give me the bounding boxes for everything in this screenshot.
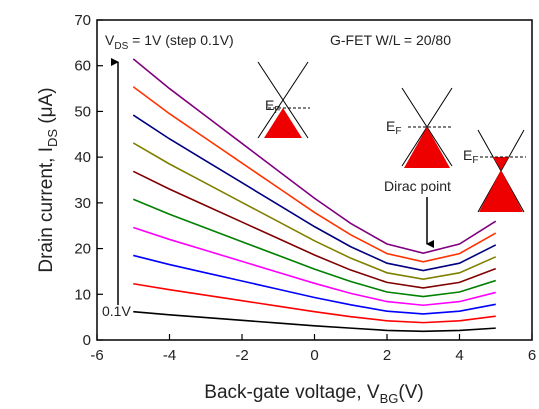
x-tick-label: 6 xyxy=(528,347,536,364)
x-tick-label: 0 xyxy=(310,347,318,364)
band-diagram-2 xyxy=(401,87,453,168)
x-tick-label: 4 xyxy=(455,347,463,364)
line-series xyxy=(133,254,496,315)
y-axis-label: Drain current, IDS (μA) xyxy=(36,87,60,272)
fermi-label: EF xyxy=(386,118,401,137)
y-tick-label: 40 xyxy=(74,149,91,166)
line-series xyxy=(132,114,497,272)
y-tick-label: 20 xyxy=(74,241,91,258)
line-series xyxy=(133,310,496,333)
x-tick-label: -2 xyxy=(235,347,248,364)
line-series xyxy=(132,170,497,289)
line-series xyxy=(132,86,497,263)
y-tick-label: 50 xyxy=(74,103,91,120)
dirac-label: Dirac point xyxy=(384,178,451,194)
line-series xyxy=(133,282,496,324)
y-tick-label: 60 xyxy=(74,58,91,75)
line-series xyxy=(132,58,497,254)
y-tick-label: 0 xyxy=(83,332,91,349)
device-label: G-FET W/L = 20/80 xyxy=(330,32,451,48)
x-tick-label: 2 xyxy=(383,347,391,364)
y-tick-label: 30 xyxy=(74,195,91,212)
line-series xyxy=(132,142,497,281)
line-series xyxy=(133,226,496,307)
vds-label: VDS = 1V (step 0.1V) xyxy=(105,32,234,52)
x-tick-label: -4 xyxy=(163,347,176,364)
line-series xyxy=(132,198,496,298)
y-tick-label: 10 xyxy=(74,286,91,303)
band-diagram-1 xyxy=(257,61,310,139)
y-tick-label: 70 xyxy=(74,12,91,29)
start-label: 0.1V xyxy=(102,303,131,319)
fermi-label: EF xyxy=(463,147,478,166)
plot-area xyxy=(96,19,533,341)
fermi-label: EF xyxy=(265,97,280,116)
x-axis-label: Back-gate voltage, VBG(V) xyxy=(204,382,423,406)
band-diagram-3 xyxy=(477,129,526,213)
axes-frame xyxy=(96,19,533,341)
x-tick-label: -6 xyxy=(90,347,103,364)
